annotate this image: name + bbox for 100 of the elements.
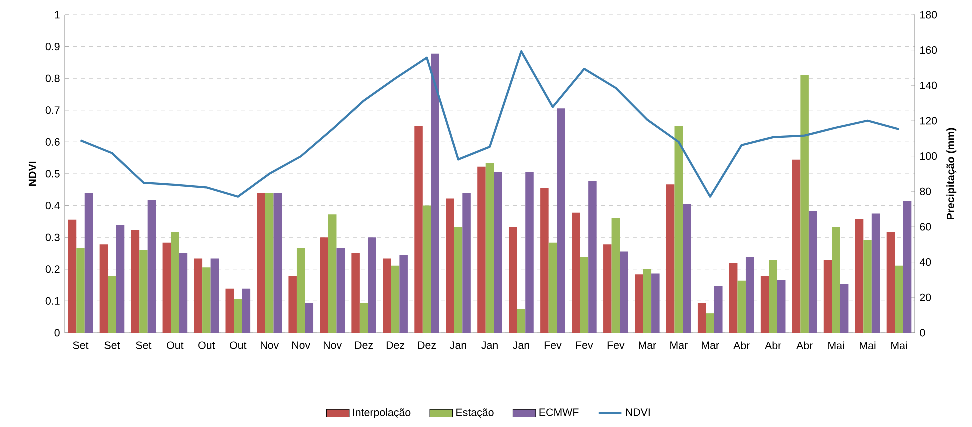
legend-label: Interpolação: [353, 408, 411, 419]
bar: [242, 288, 251, 333]
bar: [234, 299, 242, 333]
y2-tick-label: 60: [920, 223, 932, 231]
bar: [202, 268, 211, 333]
bar: [431, 54, 440, 333]
x-tick-label: Out: [167, 342, 184, 350]
bar: [729, 263, 738, 333]
x-tick-label: Jan: [513, 342, 530, 350]
bar: [824, 260, 832, 333]
bar: [266, 193, 274, 333]
y-tick-label: 0.8: [46, 74, 60, 82]
y-tick-label: 0.9: [46, 43, 60, 51]
x-tick-label: Set: [136, 342, 152, 350]
y2-tick-label: 20: [920, 294, 932, 302]
bar: [305, 302, 314, 333]
bar: [226, 288, 234, 333]
bar: [84, 193, 94, 333]
x-tick-label: Mai: [828, 342, 844, 350]
bar: [635, 274, 644, 333]
y-tick-label: 0.1: [46, 297, 60, 305]
bar: [478, 166, 486, 333]
line-series: [80, 50, 900, 198]
bar: [588, 181, 597, 333]
x-tick-label: Mar: [639, 342, 656, 350]
x-tick-label: Mai: [860, 342, 876, 350]
y-tick-label: 0.7: [46, 106, 60, 114]
bar: [352, 253, 360, 333]
bar: [296, 248, 306, 333]
bar: [840, 284, 849, 333]
bar: [320, 238, 328, 333]
bar: [194, 258, 203, 333]
bar: [210, 258, 220, 333]
bar: [557, 108, 566, 333]
x-tick-label: Abr: [765, 342, 782, 350]
x-tick-label: Abr: [734, 342, 750, 350]
bar: [674, 126, 684, 333]
x-tick-label: Mar: [670, 342, 688, 350]
bar: [68, 220, 77, 333]
bar: [580, 257, 589, 333]
bar: [140, 250, 148, 333]
x-tick-label: Abr: [796, 342, 813, 350]
y2-tick-label: 160: [920, 46, 938, 54]
bar: [706, 314, 714, 333]
x-tick-label: Set: [73, 342, 89, 350]
y2-tick-label: 40: [920, 258, 932, 266]
bar: [872, 214, 880, 333]
bar: [76, 248, 85, 333]
y2-tick-label: 100: [920, 152, 938, 160]
x-tick-label: Mar: [702, 342, 720, 350]
bar: [328, 214, 337, 333]
y2-tick-label: 0: [920, 329, 926, 337]
bar: [540, 188, 549, 333]
x-tick-label: Fev: [544, 342, 562, 350]
bar: [698, 302, 706, 333]
bar: [509, 226, 518, 333]
bar: [612, 218, 620, 333]
y2-tick-label: 80: [920, 188, 932, 196]
bar: [517, 309, 526, 333]
bar: [116, 225, 125, 333]
legend-label: NDVI: [626, 408, 650, 416]
bar: [886, 232, 896, 333]
y-axis-title: NDVI: [28, 162, 36, 186]
bar: [162, 242, 172, 333]
bar: [400, 255, 408, 333]
x-tick-label: Mai: [892, 342, 908, 350]
bar: [368, 238, 376, 333]
bar: [895, 266, 904, 333]
bar: [760, 276, 770, 333]
y-tick-label: 0.2: [46, 266, 60, 274]
bar: [769, 260, 778, 333]
bar: [171, 232, 180, 333]
bar: [808, 211, 818, 333]
bar: [454, 226, 463, 333]
bar: [274, 193, 282, 333]
legend-label: Estação: [456, 408, 494, 418]
y-tick-label: 0.5: [46, 170, 60, 178]
bar: [462, 193, 471, 333]
bar: [864, 240, 872, 333]
bar: [526, 172, 534, 333]
x-tick-label: Nov: [261, 342, 280, 350]
bar: [446, 198, 454, 333]
x-tick-label: Set: [104, 342, 120, 350]
bar: [108, 276, 116, 333]
bar: [572, 212, 580, 333]
bar: [652, 274, 660, 333]
bar: [746, 257, 754, 333]
y-tick-label: 0: [54, 329, 60, 337]
bar: [257, 193, 266, 333]
x-tick-label: Nov: [324, 342, 342, 350]
y2-axis-title: Precipitação (mm): [946, 128, 957, 220]
bar: [643, 269, 652, 333]
x-tick-label: Dez: [386, 342, 405, 350]
bar: [832, 226, 840, 333]
bar: [792, 160, 801, 333]
bar: [288, 276, 297, 333]
bar: [666, 184, 675, 333]
bar: [422, 206, 432, 333]
bar: [604, 244, 612, 333]
legend-label: ECMWF: [540, 408, 579, 416]
